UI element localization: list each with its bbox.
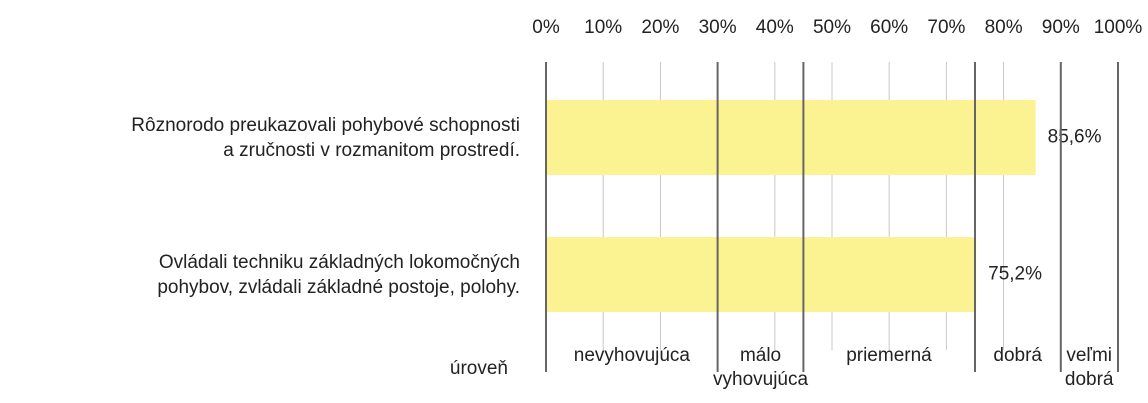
bar <box>546 100 1036 175</box>
level-label: málo vyhovujúca <box>713 345 809 390</box>
x-tick-label: 70% <box>927 17 965 38</box>
x-tick-label: 100% <box>1094 17 1143 38</box>
x-tick-label: 90% <box>1042 17 1080 38</box>
x-tick-label: 10% <box>584 17 622 38</box>
category-label: Rôznorodo preukazovali pohybové schopnos… <box>131 114 520 161</box>
level-title: úroveň <box>449 358 508 379</box>
level-label: nevyhovujúca <box>573 345 690 366</box>
x-tick-label: 60% <box>870 17 908 38</box>
value-label: 75,2% <box>988 264 1042 285</box>
x-tick-label: 80% <box>985 17 1023 38</box>
x-tick-label: 30% <box>699 17 737 38</box>
level-label: veľmi dobrá <box>1064 345 1114 390</box>
level-label: dobrá <box>993 345 1042 366</box>
x-tick-label: 40% <box>756 17 794 38</box>
x-tick-label: 0% <box>532 17 560 38</box>
level-label: priemerná <box>846 345 932 366</box>
x-tick-label: 20% <box>641 17 679 38</box>
x-tick-label: 50% <box>813 17 851 38</box>
bar <box>546 237 977 312</box>
category-label: Ovládali techniku základných lokomočných… <box>157 251 520 298</box>
value-label: 85,6% <box>1048 127 1102 148</box>
